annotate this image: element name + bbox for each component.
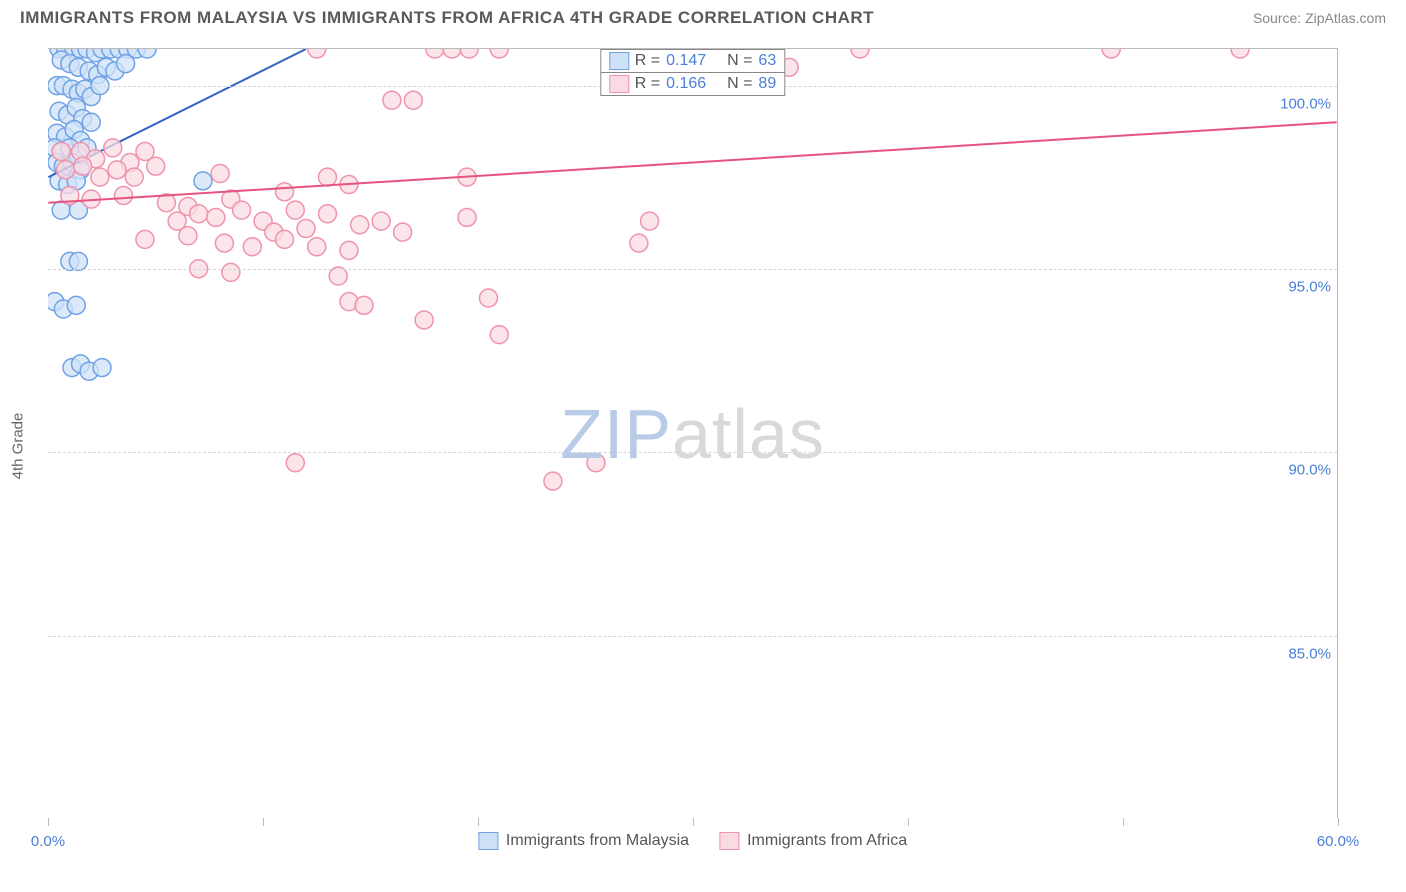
y-axis-title: 4th Grade <box>10 413 27 480</box>
data-point <box>480 289 498 307</box>
legend-row-series-b: R = 0.166 N = 89 <box>600 72 785 96</box>
data-point <box>117 55 135 73</box>
data-point <box>93 359 111 377</box>
scatter-svg <box>48 49 1337 818</box>
swatch-icon <box>478 832 498 850</box>
data-point <box>91 168 109 186</box>
data-point <box>108 161 126 179</box>
data-point <box>415 311 433 329</box>
data-point <box>125 168 143 186</box>
data-point <box>460 49 478 58</box>
x-tick <box>478 818 479 826</box>
data-point <box>74 157 92 175</box>
source-label: Source: ZipAtlas.com <box>1253 10 1386 26</box>
x-tick <box>48 818 49 826</box>
data-point <box>233 201 251 219</box>
data-point <box>104 139 122 157</box>
data-point <box>383 91 401 109</box>
swatch-icon <box>609 75 629 93</box>
data-point <box>340 241 358 259</box>
data-point <box>57 161 75 179</box>
data-point <box>297 219 315 237</box>
y-tick-label: 85.0% <box>1288 645 1331 662</box>
data-point <box>115 186 133 204</box>
data-point <box>404 91 422 109</box>
data-point <box>67 296 85 314</box>
data-point <box>69 252 87 270</box>
correlation-legend: R = 0.147 N = 63 R = 0.166 N = 89 <box>600 49 785 95</box>
data-point <box>544 472 562 490</box>
data-point <box>630 234 648 252</box>
x-tick-label: 0.0% <box>31 833 65 850</box>
x-tick-label: 60.0% <box>1317 833 1360 850</box>
data-point <box>82 113 100 131</box>
x-tick <box>1338 818 1339 826</box>
data-point <box>147 157 165 175</box>
data-point <box>308 49 326 58</box>
data-point <box>179 227 197 245</box>
x-tick <box>908 818 909 826</box>
swatch-icon <box>609 52 629 70</box>
data-point <box>1102 49 1120 58</box>
swatch-icon <box>719 832 739 850</box>
data-point <box>222 263 240 281</box>
data-point <box>1231 49 1249 58</box>
x-tick <box>1123 818 1124 826</box>
x-tick <box>263 818 264 826</box>
data-point <box>351 216 369 234</box>
legend-item-a: Immigrants from Malaysia <box>478 832 689 850</box>
plot-area: ZIPatlas R = 0.147 N = 63 R = 0.166 N = … <box>48 48 1338 818</box>
gridline <box>48 269 1337 270</box>
trend-line <box>48 122 1336 203</box>
y-tick-label: 90.0% <box>1288 462 1331 479</box>
data-point <box>243 238 261 256</box>
data-point <box>52 143 70 161</box>
chart-title: IMMIGRANTS FROM MALAYSIA VS IMMIGRANTS F… <box>20 8 874 28</box>
data-point <box>215 234 233 252</box>
x-tick <box>693 818 694 826</box>
data-point <box>587 454 605 472</box>
data-point <box>211 165 229 183</box>
data-point <box>355 296 373 314</box>
data-point <box>308 238 326 256</box>
data-point <box>372 212 390 230</box>
data-point <box>490 326 508 344</box>
data-point <box>286 454 304 472</box>
data-point <box>207 208 225 226</box>
data-point <box>426 49 444 58</box>
data-point <box>851 49 869 58</box>
data-point <box>641 212 659 230</box>
data-point <box>443 49 461 58</box>
series-legend: Immigrants from Malaysia Immigrants from… <box>478 832 907 850</box>
legend-row-series-a: R = 0.147 N = 63 <box>600 49 785 73</box>
data-point <box>318 168 336 186</box>
data-point <box>190 205 208 223</box>
data-point <box>490 49 508 58</box>
gridline <box>48 636 1337 637</box>
data-point <box>394 223 412 241</box>
y-tick-label: 100.0% <box>1280 95 1331 112</box>
legend-item-b: Immigrants from Africa <box>719 832 907 850</box>
data-point <box>136 230 154 248</box>
data-point <box>276 183 294 201</box>
data-point <box>458 208 476 226</box>
data-point <box>194 172 212 190</box>
data-point <box>276 230 294 248</box>
data-point <box>318 205 336 223</box>
data-point <box>286 201 304 219</box>
gridline <box>48 452 1337 453</box>
y-tick-label: 95.0% <box>1288 279 1331 296</box>
